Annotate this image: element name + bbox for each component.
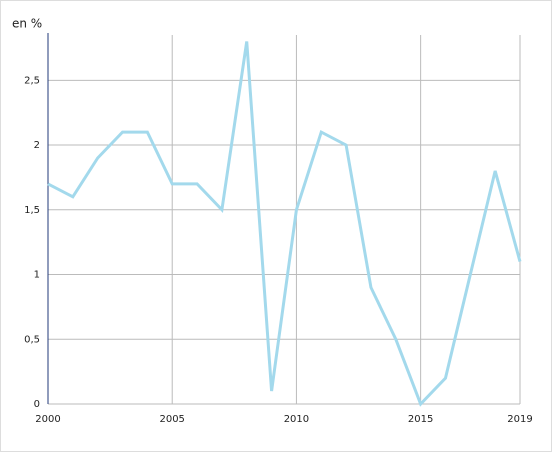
x-tick-label: 2015 bbox=[408, 414, 433, 425]
y-tick-label: 0 bbox=[34, 399, 40, 410]
y-tick-label: 2 bbox=[34, 140, 40, 151]
y-tick-label: 1 bbox=[34, 270, 40, 281]
x-tick-label: 2005 bbox=[159, 414, 184, 425]
x-tick-label: 2000 bbox=[35, 414, 60, 425]
y-axis-label: en % bbox=[12, 17, 42, 31]
y-tick-label: 0,5 bbox=[24, 334, 40, 345]
data-line bbox=[47, 41, 522, 407]
y-tick-label: 1,5 bbox=[24, 205, 40, 216]
x-tick-label: 2010 bbox=[284, 414, 309, 425]
x-tick-label: 2019 bbox=[507, 414, 532, 425]
y-tick-label: 2,5 bbox=[24, 75, 40, 86]
